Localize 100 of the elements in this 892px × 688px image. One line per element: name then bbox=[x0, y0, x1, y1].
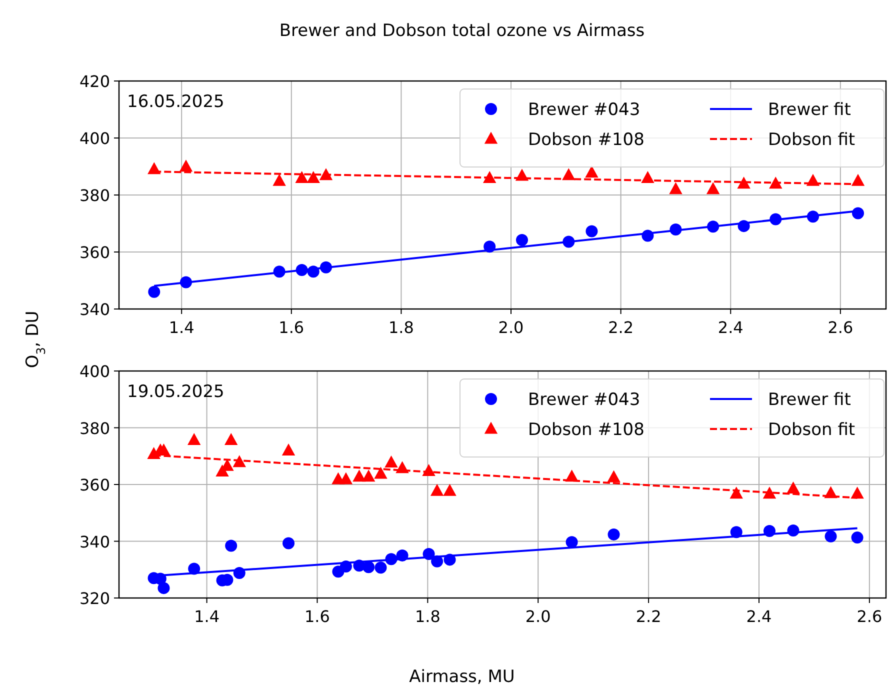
legend-label: Brewer fit bbox=[768, 100, 852, 120]
point bbox=[562, 236, 575, 248]
point bbox=[374, 562, 387, 574]
point bbox=[148, 286, 160, 298]
point bbox=[180, 276, 192, 288]
point bbox=[670, 223, 682, 236]
point bbox=[352, 470, 366, 482]
point bbox=[852, 207, 864, 220]
x-tick-label: 2.4 bbox=[718, 318, 744, 337]
point bbox=[296, 264, 308, 276]
point bbox=[273, 266, 286, 278]
x-tick-label: 1.4 bbox=[168, 318, 194, 337]
point bbox=[362, 561, 375, 574]
point bbox=[431, 555, 444, 568]
point bbox=[585, 166, 598, 178]
point bbox=[319, 168, 333, 180]
point bbox=[362, 470, 376, 482]
y-tick-label: 340 bbox=[79, 300, 110, 319]
point bbox=[762, 486, 776, 499]
point bbox=[706, 182, 720, 194]
point bbox=[385, 553, 398, 566]
point bbox=[824, 486, 838, 498]
point bbox=[307, 266, 320, 278]
point bbox=[148, 162, 161, 174]
y-tick-label: 360 bbox=[79, 476, 110, 494]
legend-label: Dobson fit bbox=[768, 130, 856, 150]
point bbox=[339, 472, 353, 484]
point bbox=[396, 461, 409, 474]
point bbox=[607, 470, 620, 482]
point bbox=[225, 540, 238, 552]
legend-label: Brewer #043 bbox=[528, 390, 640, 410]
chart-title: Brewer and Dobson total ozone vs Airmass bbox=[279, 21, 645, 41]
y-tick-label: 360 bbox=[79, 243, 110, 262]
x-tick-label: 1.6 bbox=[304, 607, 330, 626]
x-tick-label: 2.6 bbox=[828, 318, 854, 337]
y-tick-label: 340 bbox=[79, 532, 110, 552]
legend-label: Brewer fit bbox=[768, 390, 852, 410]
point bbox=[806, 210, 819, 223]
legend-label: Brewer #043 bbox=[528, 100, 640, 120]
point bbox=[730, 486, 743, 499]
y-tick-label: 400 bbox=[79, 362, 110, 381]
point bbox=[770, 213, 782, 226]
point bbox=[737, 176, 750, 189]
x-tick-label: 2.2 bbox=[636, 607, 662, 626]
point bbox=[384, 455, 398, 468]
y-tick-label: 380 bbox=[79, 418, 110, 438]
point bbox=[707, 220, 720, 233]
point bbox=[422, 548, 435, 560]
point bbox=[224, 433, 238, 446]
x-tick-label: 2.4 bbox=[746, 607, 772, 626]
legend-label: Dobson #108 bbox=[528, 420, 644, 440]
point bbox=[641, 170, 654, 183]
point bbox=[295, 170, 308, 183]
x-tick-label: 2.6 bbox=[856, 607, 882, 626]
x-tick-label: 2.2 bbox=[608, 318, 634, 337]
legend-label: Dobson fit bbox=[768, 420, 856, 440]
point bbox=[430, 484, 444, 496]
point bbox=[443, 484, 456, 496]
point bbox=[586, 225, 598, 238]
point bbox=[158, 582, 170, 594]
point bbox=[340, 560, 352, 573]
point bbox=[669, 182, 682, 194]
point bbox=[787, 524, 800, 536]
point bbox=[188, 562, 200, 575]
point bbox=[851, 532, 864, 544]
point bbox=[320, 261, 332, 274]
point bbox=[562, 168, 576, 180]
point bbox=[282, 444, 296, 456]
point bbox=[232, 455, 246, 468]
point bbox=[282, 537, 295, 550]
point bbox=[730, 526, 742, 538]
point bbox=[738, 220, 750, 232]
point bbox=[374, 466, 388, 479]
point bbox=[824, 530, 837, 542]
point bbox=[272, 174, 286, 186]
point bbox=[608, 528, 620, 540]
point bbox=[483, 170, 496, 183]
x-tick-label: 2.0 bbox=[525, 607, 551, 626]
point bbox=[516, 234, 528, 246]
x-tick-label: 2.0 bbox=[498, 318, 524, 337]
point bbox=[763, 525, 776, 538]
x-tick-label: 1.6 bbox=[278, 318, 304, 337]
point bbox=[806, 174, 820, 186]
point bbox=[444, 554, 456, 566]
annotation: 16.05.2025 bbox=[127, 92, 224, 112]
point bbox=[769, 176, 782, 189]
point bbox=[306, 170, 320, 183]
point bbox=[396, 549, 408, 562]
x-tick-label: 1.8 bbox=[388, 318, 414, 337]
point bbox=[566, 536, 578, 548]
point bbox=[515, 168, 529, 181]
y-tick-label: 380 bbox=[79, 186, 110, 205]
x-tick-label: 1.8 bbox=[414, 607, 440, 626]
point bbox=[786, 482, 800, 494]
point bbox=[850, 486, 864, 499]
y-tick-label: 400 bbox=[79, 129, 110, 148]
legend-label: Dobson #108 bbox=[528, 130, 644, 150]
x-tick-label: 1.4 bbox=[194, 607, 220, 626]
y-tick-label: 420 bbox=[79, 72, 110, 91]
point bbox=[484, 240, 496, 253]
